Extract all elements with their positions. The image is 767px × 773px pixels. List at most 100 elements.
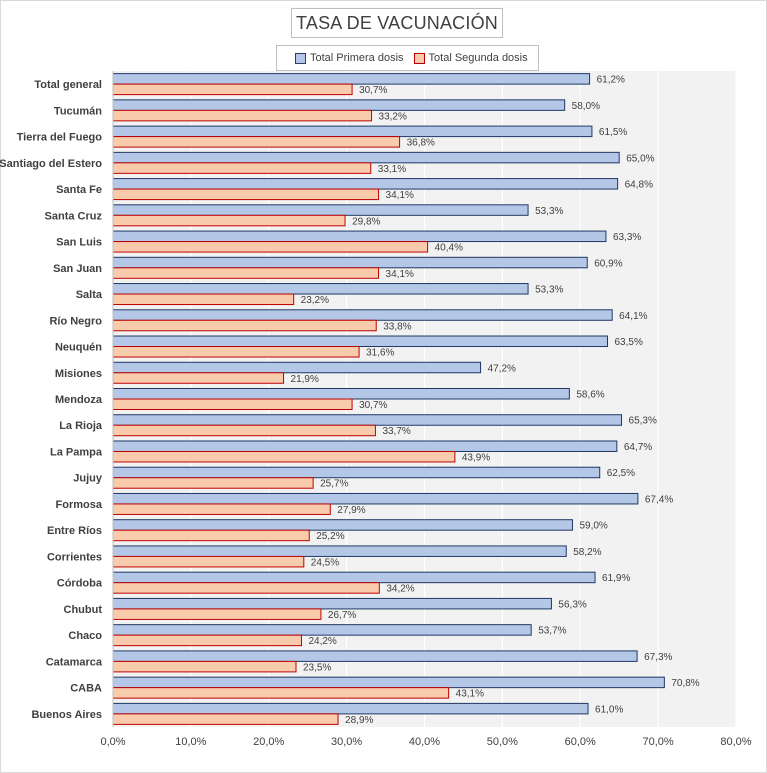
bar-segunda <box>112 634 302 647</box>
bar-primera <box>112 256 588 269</box>
category-label: Total general <box>34 79 102 91</box>
data-label: 36,8% <box>407 138 435 149</box>
data-label: 70,8% <box>671 678 699 689</box>
bar-segunda <box>112 346 360 358</box>
category-label: Santa Cruz <box>45 210 103 222</box>
bar-segunda <box>112 214 346 227</box>
category-label: Buenos Aires <box>31 709 102 721</box>
category-label: Corrientes <box>47 551 102 563</box>
bar-primera <box>112 99 566 111</box>
chart-title: TASA DE VACUNACIÓN <box>291 8 503 38</box>
legend-swatch-primera <box>295 52 306 64</box>
data-label: 53,3% <box>535 285 563 296</box>
bar-segunda <box>112 319 377 332</box>
data-label: 24,5% <box>311 557 339 568</box>
data-label: 58,6% <box>576 390 604 401</box>
data-label: 34,1% <box>386 190 414 201</box>
bar-segunda <box>112 241 429 253</box>
category-label: San Juan <box>53 263 102 275</box>
bar-segunda <box>112 529 310 542</box>
category-label: Formosa <box>56 499 103 511</box>
data-label: 33,7% <box>382 426 410 437</box>
x-tick-label: 70,0% <box>643 736 674 748</box>
category-label: Catamarca <box>46 656 103 668</box>
bar-primera <box>112 492 639 505</box>
data-label: 33,1% <box>378 164 406 175</box>
data-label: 40,4% <box>435 243 463 254</box>
data-label: 43,9% <box>462 452 490 463</box>
bar-primera <box>112 545 567 557</box>
x-tick-label: 20,0% <box>253 736 284 748</box>
bar-segunda <box>112 372 285 384</box>
bar-segunda <box>112 162 372 174</box>
bar-segunda <box>112 660 297 673</box>
bar-primera <box>112 676 665 689</box>
data-label: 23,2% <box>301 295 329 306</box>
category-label: Misiones <box>55 368 102 380</box>
bar-primera <box>112 361 482 374</box>
data-label: 27,9% <box>337 505 365 516</box>
bar-segunda <box>112 136 401 148</box>
bar-primera <box>112 73 591 85</box>
x-tick-label: 10,0% <box>175 736 206 748</box>
bar-segunda <box>112 608 322 620</box>
legend-label-segunda: Total Segunda dosis <box>428 52 528 64</box>
data-label: 65,0% <box>626 153 654 164</box>
bar-segunda <box>112 555 305 568</box>
data-label: 61,0% <box>595 704 623 715</box>
bar-primera <box>112 309 613 321</box>
bar-primera <box>112 204 529 216</box>
data-label: 61,2% <box>597 75 625 86</box>
bar-segunda <box>112 713 339 725</box>
x-tick-label: 50,0% <box>487 736 518 748</box>
legend-item-primera: Total Primera dosis <box>295 52 404 64</box>
data-label: 56,3% <box>558 599 586 610</box>
data-label: 31,6% <box>366 348 394 359</box>
bar-primera <box>112 519 573 531</box>
category-label: La Rioja <box>59 420 103 432</box>
category-label: La Pampa <box>50 446 103 458</box>
data-label: 64,7% <box>624 442 652 453</box>
category-label: Chaco <box>68 630 102 642</box>
bar-segunda <box>112 582 380 594</box>
bar-primera <box>112 624 532 636</box>
legend: Total Primera dosis Total Segunda dosis <box>276 45 539 71</box>
data-label: 58,0% <box>572 101 600 112</box>
category-label: Salta <box>76 289 103 301</box>
data-label: 64,1% <box>619 311 647 322</box>
data-label: 25,2% <box>316 531 344 542</box>
bar-segunda <box>112 450 456 463</box>
data-label: 34,2% <box>386 584 414 595</box>
category-label: San Luis <box>56 237 102 249</box>
data-label: 58,2% <box>573 547 601 558</box>
bar-segunda <box>112 477 314 489</box>
data-label: 62,5% <box>607 468 635 479</box>
bar-segunda <box>112 687 450 699</box>
data-label: 63,5% <box>615 337 643 348</box>
bar-primera <box>112 283 529 295</box>
bar-primera <box>112 335 609 348</box>
category-label: Entre Ríos <box>47 525 102 537</box>
legend-label-primera: Total Primera dosis <box>310 52 404 64</box>
data-label: 25,7% <box>320 479 348 490</box>
x-tick-label: 80,0% <box>720 736 751 748</box>
category-label: Tierra del Fuego <box>17 132 103 144</box>
data-label: 63,3% <box>613 232 641 243</box>
category-label: CABA <box>70 683 102 695</box>
category-label: Tucumán <box>54 105 102 117</box>
category-label: Córdoba <box>57 578 103 590</box>
bar-primera <box>112 440 618 452</box>
data-label: 59,0% <box>579 521 607 532</box>
bar-segunda <box>112 424 376 437</box>
category-label: Santiago del Estero <box>0 158 102 170</box>
bar-primera <box>112 125 593 138</box>
data-label: 47,2% <box>488 363 516 374</box>
data-label: 23,5% <box>303 662 331 673</box>
x-tick-label: 30,0% <box>331 736 362 748</box>
bar-segunda <box>112 503 331 515</box>
bar-segunda <box>112 293 295 306</box>
bar-segunda <box>112 267 380 279</box>
data-label: 21,9% <box>291 374 319 385</box>
x-tick-label: 60,0% <box>565 736 596 748</box>
data-label: 33,8% <box>383 321 411 332</box>
